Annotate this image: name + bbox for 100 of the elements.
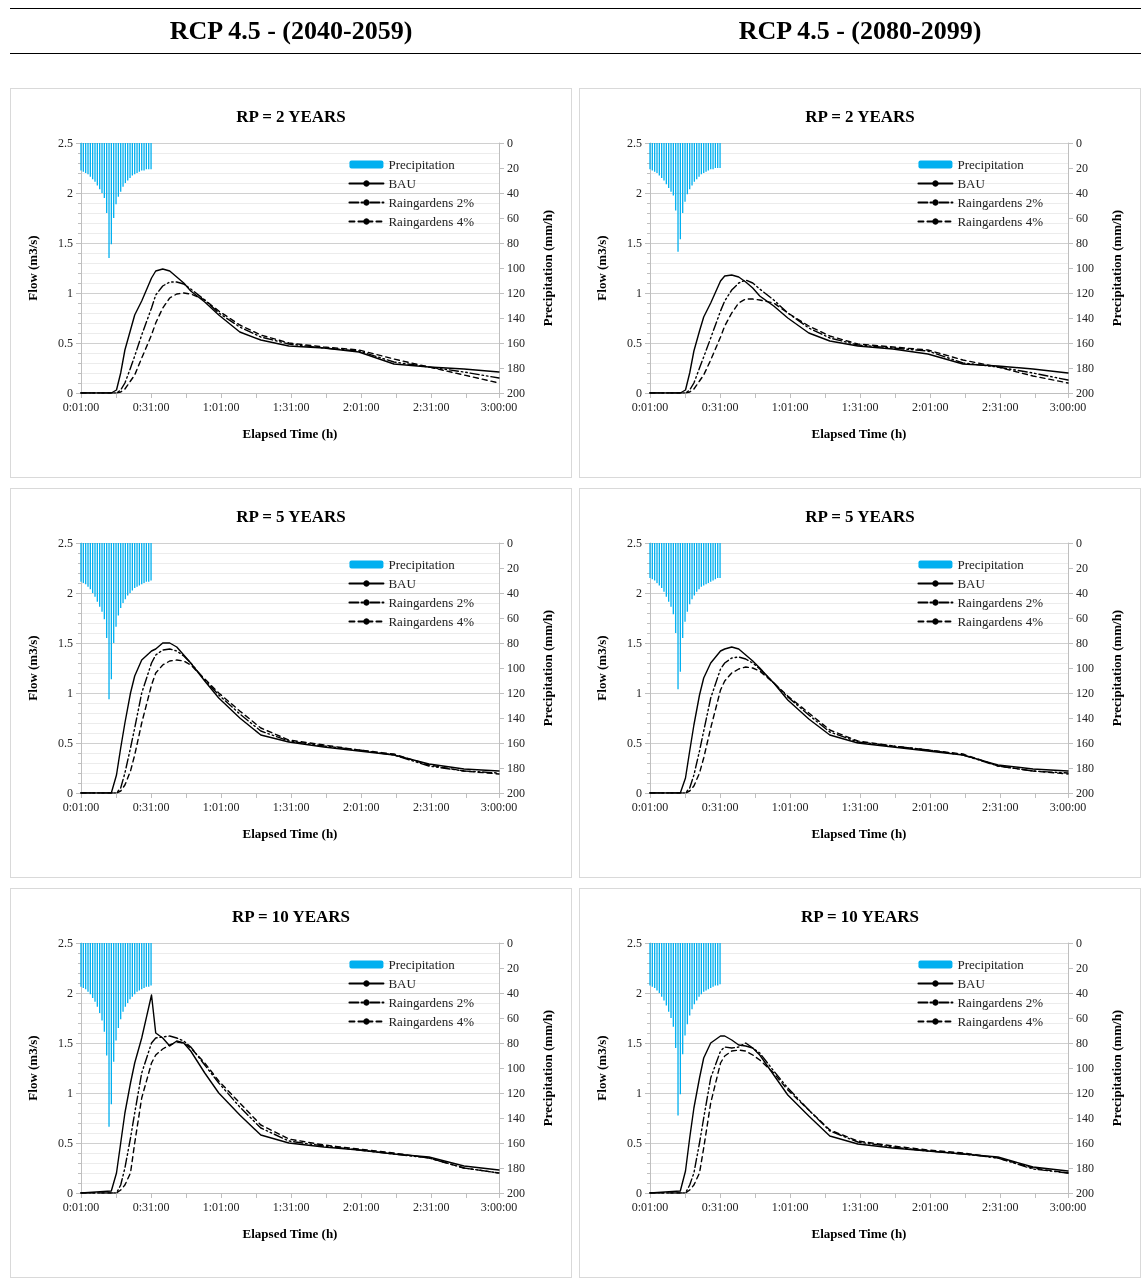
y2-tick-label: 200 bbox=[507, 1186, 525, 1200]
y-tick-label: 0.5 bbox=[58, 736, 73, 750]
y-tick-label: 2.5 bbox=[627, 136, 642, 150]
y-tick-label: 1 bbox=[67, 686, 73, 700]
x-tick-label: 3:00:00 bbox=[480, 1200, 518, 1214]
x-tick-label: 2:31:00 bbox=[981, 400, 1019, 414]
x-axis-title: Elapsed Time (h) bbox=[811, 426, 907, 441]
y2-tick-label: 0 bbox=[507, 936, 513, 950]
x-axis-title: Elapsed Time (h) bbox=[242, 826, 338, 841]
legend-label: Raingardens 2% bbox=[388, 195, 475, 210]
y2-tick-label: 100 bbox=[1076, 661, 1094, 675]
y2-tick-label: 0 bbox=[507, 536, 513, 550]
x-tick-label: 3:00:00 bbox=[480, 400, 518, 414]
y2-tick-label: 0 bbox=[507, 136, 513, 150]
y2-tick-label: 20 bbox=[507, 961, 519, 975]
y2-tick-label: 20 bbox=[507, 561, 519, 575]
y-tick-label: 2 bbox=[636, 986, 642, 1000]
y-tick-label: 0.5 bbox=[627, 736, 642, 750]
y2-axis-title: Precipitation (mm/h) bbox=[1109, 209, 1124, 327]
x-tick-label: 0:31:00 bbox=[701, 1200, 739, 1214]
y2-tick-label: 120 bbox=[507, 1086, 525, 1100]
x-tick-label: 2:01:00 bbox=[911, 800, 949, 814]
y2-tick-label: 0 bbox=[1076, 936, 1082, 950]
x-tick-label: 1:31:00 bbox=[841, 1200, 879, 1214]
y2-axis-title: Precipitation (mm/h) bbox=[1109, 609, 1124, 727]
x-tick-label: 0:01:00 bbox=[62, 1200, 100, 1214]
y-tick-label: 1.5 bbox=[627, 236, 642, 250]
y2-tick-label: 80 bbox=[507, 636, 519, 650]
y-tick-label: 2.5 bbox=[627, 936, 642, 950]
y-tick-label: 1.5 bbox=[58, 236, 73, 250]
y2-tick-label: 200 bbox=[1076, 386, 1094, 400]
y-tick-label: 1.5 bbox=[627, 636, 642, 650]
y2-tick-label: 180 bbox=[1076, 761, 1094, 775]
y2-tick-label: 120 bbox=[1076, 1086, 1094, 1100]
y2-tick-label: 200 bbox=[507, 786, 525, 800]
y2-tick-label: 0 bbox=[1076, 536, 1082, 550]
y2-tick-label: 160 bbox=[1076, 736, 1094, 750]
y-axis-title: Flow (m3/s) bbox=[594, 235, 609, 301]
y2-tick-label: 60 bbox=[507, 1011, 519, 1025]
legend-label: Precipitation bbox=[957, 557, 1025, 572]
x-tick-label: 1:01:00 bbox=[771, 1200, 809, 1214]
y2-tick-label: 80 bbox=[507, 236, 519, 250]
x-tick-label: 2:01:00 bbox=[911, 1200, 949, 1214]
y-tick-label: 1 bbox=[636, 1086, 642, 1100]
y2-tick-label: 180 bbox=[507, 1161, 525, 1175]
y2-tick-label: 40 bbox=[507, 186, 519, 200]
y2-tick-label: 160 bbox=[507, 736, 525, 750]
y-axis-title: Flow (m3/s) bbox=[594, 635, 609, 701]
chart-title: RP = 10 YEARS bbox=[231, 907, 351, 926]
y-axis-title: Flow (m3/s) bbox=[25, 1035, 40, 1101]
x-axis-title: Elapsed Time (h) bbox=[242, 1226, 338, 1241]
x-axis-title: Elapsed Time (h) bbox=[811, 826, 907, 841]
y2-tick-label: 100 bbox=[507, 661, 525, 675]
y2-tick-label: 160 bbox=[507, 1136, 525, 1150]
y2-tick-label: 40 bbox=[507, 586, 519, 600]
x-tick-label: 1:31:00 bbox=[841, 400, 879, 414]
chart-title: RP = 5 YEARS bbox=[805, 507, 915, 526]
chart-title: RP = 10 YEARS bbox=[800, 907, 920, 926]
x-tick-label: 1:31:00 bbox=[272, 400, 310, 414]
x-tick-label: 0:01:00 bbox=[62, 400, 100, 414]
y2-tick-label: 120 bbox=[507, 286, 525, 300]
y2-tick-label: 140 bbox=[1076, 711, 1094, 725]
y2-tick-label: 40 bbox=[507, 986, 519, 1000]
y2-tick-label: 80 bbox=[1076, 636, 1088, 650]
x-tick-label: 0:01:00 bbox=[631, 800, 669, 814]
y2-tick-label: 20 bbox=[507, 161, 519, 175]
legend-label: BAU bbox=[957, 976, 986, 991]
y2-tick-label: 100 bbox=[1076, 1061, 1094, 1075]
y2-tick-label: 120 bbox=[1076, 686, 1094, 700]
x-tick-label: 0:31:00 bbox=[701, 400, 739, 414]
legend-label: Raingardens 2% bbox=[388, 595, 475, 610]
y-tick-label: 0 bbox=[67, 786, 73, 800]
x-tick-label: 2:01:00 bbox=[911, 400, 949, 414]
y2-tick-label: 40 bbox=[1076, 986, 1088, 1000]
y-tick-label: 2 bbox=[67, 986, 73, 1000]
y2-tick-label: 120 bbox=[1076, 286, 1094, 300]
y2-tick-label: 60 bbox=[1076, 1011, 1088, 1025]
y2-tick-label: 160 bbox=[1076, 336, 1094, 350]
y-tick-label: 0.5 bbox=[627, 336, 642, 350]
y-axis-title: Flow (m3/s) bbox=[594, 1035, 609, 1101]
y2-tick-label: 200 bbox=[507, 386, 525, 400]
y2-axis-title: Precipitation (mm/h) bbox=[540, 209, 555, 327]
legend-label: Raingardens 2% bbox=[957, 595, 1044, 610]
x-tick-label: 2:31:00 bbox=[981, 1200, 1019, 1214]
x-axis-title: Elapsed Time (h) bbox=[242, 426, 338, 441]
y2-tick-label: 60 bbox=[507, 611, 519, 625]
legend-label: BAU bbox=[957, 176, 986, 191]
x-tick-label: 1:01:00 bbox=[202, 800, 240, 814]
y2-tick-label: 140 bbox=[507, 1111, 525, 1125]
y-axis-title: Flow (m3/s) bbox=[25, 235, 40, 301]
y2-tick-label: 80 bbox=[507, 1036, 519, 1050]
x-tick-label: 2:31:00 bbox=[981, 800, 1019, 814]
legend-label: BAU bbox=[388, 976, 417, 991]
y-tick-label: 0.5 bbox=[58, 1136, 73, 1150]
y2-tick-label: 60 bbox=[507, 211, 519, 225]
legend-label: Precipitation bbox=[957, 157, 1025, 172]
y2-tick-label: 60 bbox=[1076, 611, 1088, 625]
legend-label: Precipitation bbox=[388, 957, 456, 972]
y-tick-label: 0 bbox=[67, 386, 73, 400]
y2-tick-label: 180 bbox=[1076, 1161, 1094, 1175]
